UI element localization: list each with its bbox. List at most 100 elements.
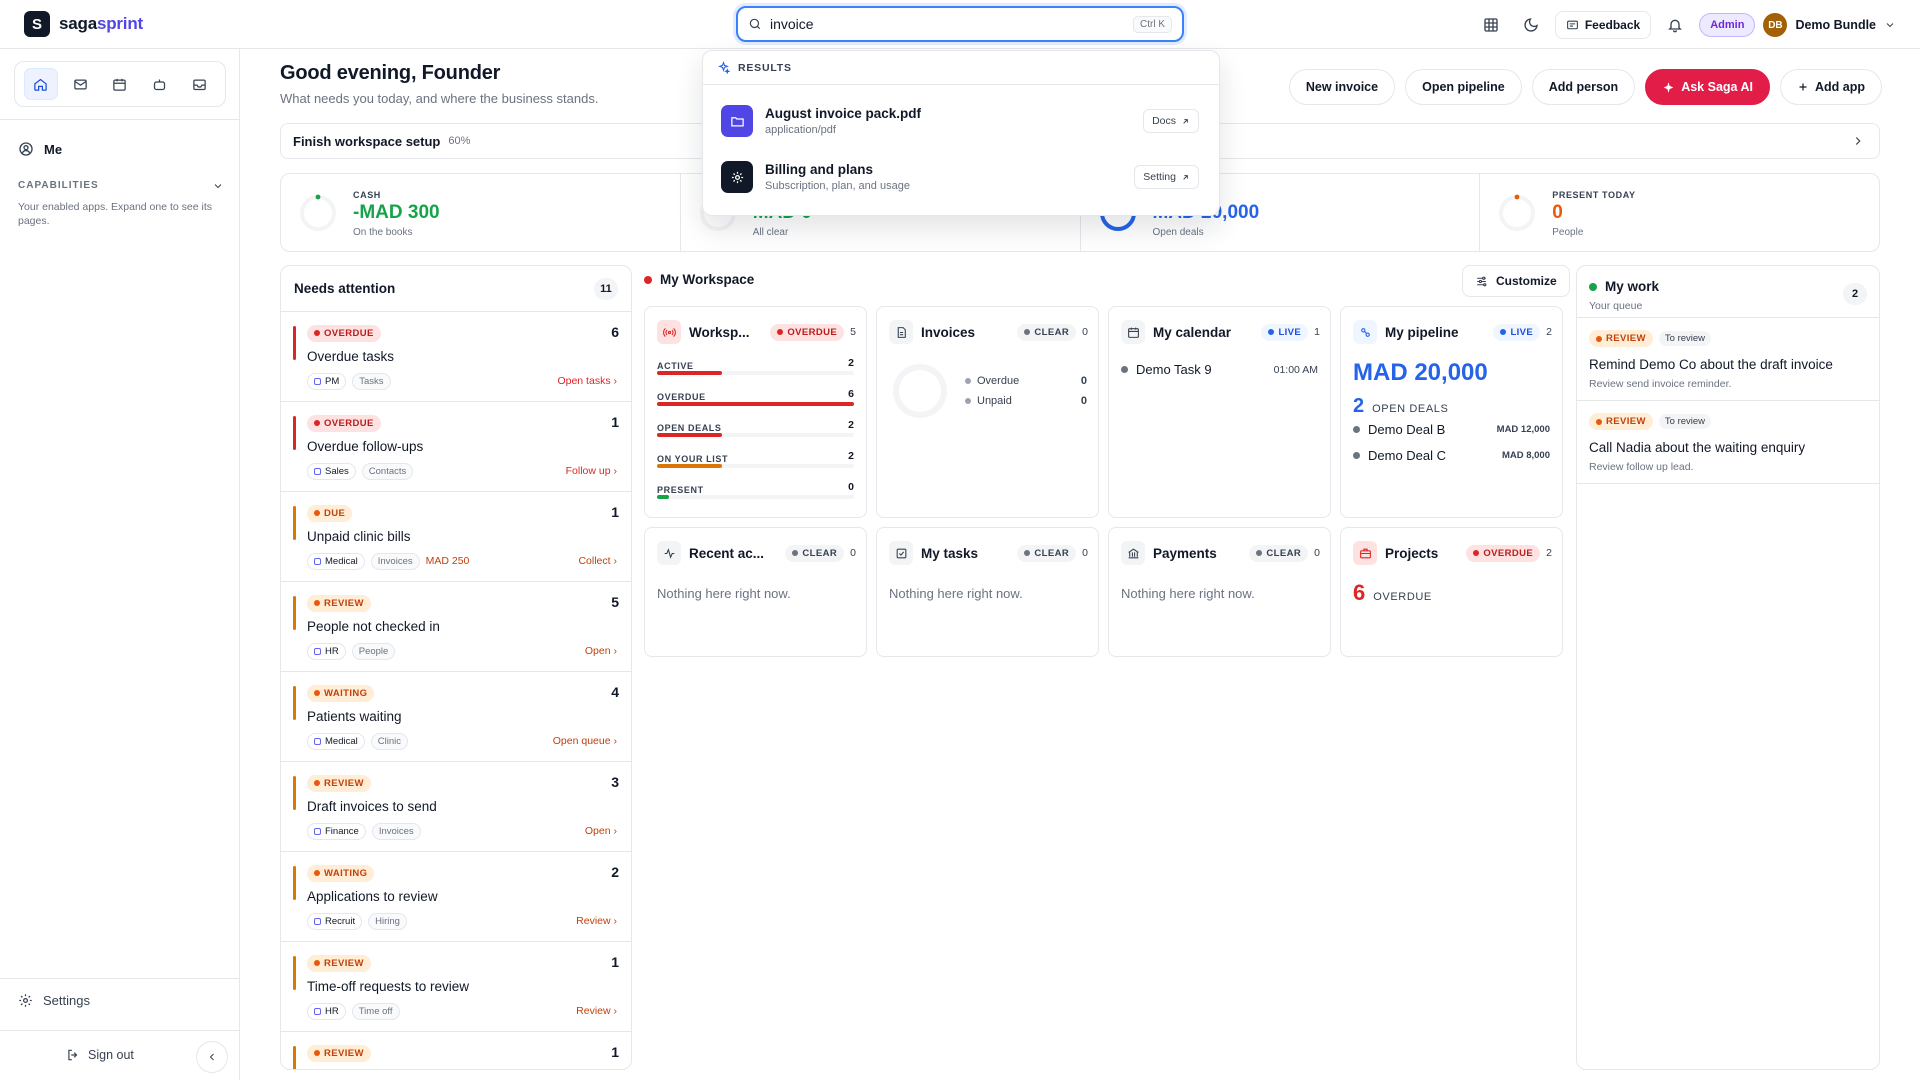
nav-mail[interactable] bbox=[63, 68, 97, 100]
stat-cash[interactable]: CASH -MAD 300 On the books bbox=[281, 174, 681, 251]
search-input[interactable]: invoice bbox=[770, 16, 814, 32]
metric-fill bbox=[657, 433, 722, 437]
item-action-link[interactable]: Follow up › bbox=[565, 465, 617, 477]
attention-item[interactable]: REVIEW 3 Draft invoices to send Finance I… bbox=[281, 762, 631, 852]
metric-label: OPEN DEALS bbox=[657, 423, 722, 433]
new-invoice-button[interactable]: New invoice bbox=[1288, 69, 1396, 105]
sidebar-item-settings[interactable]: Settings bbox=[18, 993, 90, 1008]
sparkle-icon bbox=[718, 61, 730, 74]
search-result-item[interactable]: Billing and plans Subscription, plan, and… bbox=[721, 157, 1199, 197]
item-action-link[interactable]: Review › bbox=[576, 915, 617, 927]
theme-toggle-button[interactable] bbox=[1515, 9, 1547, 41]
app-tag[interactable]: Medical bbox=[307, 732, 365, 750]
card-title: Worksp... bbox=[689, 324, 750, 340]
attention-item[interactable]: WAITING 2 Applications to review Recruit … bbox=[281, 852, 631, 942]
calendar-event[interactable]: Demo Task 9 01:00 AM bbox=[1121, 362, 1318, 377]
item-description: Review follow up lead. bbox=[1589, 461, 1694, 473]
nav-calendar[interactable] bbox=[103, 68, 137, 100]
workspace-card[interactable]: Worksp... OVERDUE 5 ACTIVE 2 OVERDUE 6 OP… bbox=[644, 306, 867, 518]
attention-item[interactable]: WAITING 4 Patients waiting Medical Clinic… bbox=[281, 672, 631, 762]
global-search[interactable]: invoice Ctrl K bbox=[736, 6, 1184, 42]
metric-fill bbox=[657, 371, 722, 375]
metric-value: 2 bbox=[848, 419, 854, 431]
customize-button[interactable]: Customize bbox=[1462, 265, 1570, 297]
user-menu[interactable]: DB Demo Bundle bbox=[1763, 13, 1896, 37]
quick-actions: New invoice Open pipeline Add person Ask… bbox=[1288, 69, 1882, 105]
result-chip[interactable]: Setting bbox=[1134, 165, 1199, 189]
feedback-button[interactable]: Feedback bbox=[1554, 11, 1652, 39]
item-title: Overdue follow-ups bbox=[307, 438, 424, 454]
app-tag[interactable]: PM bbox=[307, 372, 347, 390]
item-title: Remind Demo Co about the draft invoice bbox=[1589, 357, 1833, 372]
app-tag[interactable]: Sales bbox=[307, 462, 356, 480]
attention-item[interactable]: DUE 1 Unpaid clinic bills Medical Invoice… bbox=[281, 492, 631, 582]
projects-card[interactable]: Projects OVERDUE 2 6 OVERDUE bbox=[1340, 527, 1563, 657]
calendar-card[interactable]: My calendar LIVE 1 Demo Task 9 01:00 AM bbox=[1108, 306, 1331, 518]
add-person-button[interactable]: Add person bbox=[1531, 69, 1636, 105]
metric-track bbox=[657, 402, 854, 406]
pipeline-card[interactable]: My pipeline LIVE 2 MAD 20,000 2 OPEN DEAL… bbox=[1340, 306, 1563, 518]
nav-bot[interactable] bbox=[143, 68, 177, 100]
section-tag[interactable]: People bbox=[351, 642, 396, 660]
sign-out-button[interactable]: Sign out bbox=[66, 1048, 134, 1062]
my-tasks-card[interactable]: My tasks CLEAR 0 Nothing here right now. bbox=[876, 527, 1099, 657]
item-action-link[interactable]: Collect › bbox=[578, 555, 617, 567]
item-action-link[interactable]: Review › bbox=[576, 1005, 617, 1017]
section-tag[interactable]: Contacts bbox=[361, 462, 414, 480]
attention-item[interactable]: OVERDUE 6 Overdue tasks PM Tasks Open tas… bbox=[281, 312, 631, 402]
invoices-card[interactable]: Invoices CLEAR 0 Overdue 0 Unpaid 0 bbox=[876, 306, 1099, 518]
attention-item[interactable]: REVIEW 1 Time-off requests to review HR T… bbox=[281, 942, 631, 1032]
setup-label: Finish workspace setup bbox=[293, 133, 441, 149]
panel-title: My work bbox=[1605, 279, 1660, 294]
item-action-link[interactable]: Open › bbox=[584, 645, 617, 657]
app-tag[interactable]: HR bbox=[307, 642, 346, 660]
section-tag[interactable]: Tasks bbox=[352, 372, 391, 390]
attention-item[interactable]: REVIEW 5 People not checked in HR People … bbox=[281, 582, 631, 672]
result-chip[interactable]: Docs bbox=[1143, 109, 1199, 133]
app-tag[interactable]: Finance bbox=[307, 822, 366, 840]
status-badge: REVIEW bbox=[307, 1044, 371, 1062]
app-tag[interactable]: HR bbox=[307, 1002, 346, 1020]
collapse-sidebar-button[interactable] bbox=[196, 1041, 228, 1073]
apps-grid-button[interactable] bbox=[1475, 9, 1507, 41]
sidebar-item-me[interactable]: Me bbox=[18, 141, 62, 157]
nav-home[interactable] bbox=[23, 68, 58, 100]
list-item[interactable]: Demo Deal B MAD 12,000 bbox=[1353, 419, 1550, 439]
stat-present-today[interactable]: PRESENT TODAY 0 People bbox=[1480, 174, 1879, 251]
item-action-link[interactable]: Open › bbox=[584, 825, 617, 837]
chevron-down-icon[interactable] bbox=[212, 180, 224, 192]
app-tag[interactable]: Medical bbox=[307, 552, 365, 570]
card-count: 2 bbox=[1546, 547, 1552, 559]
notifications-button[interactable] bbox=[1659, 9, 1691, 41]
attention-item[interactable]: OVERDUE 1 Overdue follow-ups Sales Contac… bbox=[281, 402, 631, 492]
section-tag[interactable]: Hiring bbox=[368, 912, 407, 930]
recent-activity-card[interactable]: Recent ac... CLEAR 0 Nothing here right n… bbox=[644, 527, 867, 657]
add-app-button[interactable]: Add app bbox=[1780, 69, 1882, 105]
open-pipeline-button[interactable]: Open pipeline bbox=[1405, 69, 1522, 105]
list-item[interactable]: REVIEW To review Call Nadia about the wai… bbox=[1577, 401, 1879, 484]
item-action-link[interactable]: Open tasks › bbox=[557, 375, 617, 387]
attention-item[interactable]: REVIEW 1 bbox=[281, 1032, 631, 1069]
item-count: 3 bbox=[611, 774, 619, 790]
list-item[interactable]: Demo Deal C MAD 8,000 bbox=[1353, 445, 1550, 465]
list-item[interactable]: REVIEW To review Remind Demo Co about the… bbox=[1577, 318, 1879, 401]
nav-inbox[interactable] bbox=[182, 68, 216, 100]
section-tag[interactable]: Clinic bbox=[370, 732, 408, 750]
greeting: Good evening, Founder What needs you tod… bbox=[280, 62, 598, 106]
metric-track bbox=[657, 495, 854, 499]
status-badge: CLEAR bbox=[785, 544, 845, 562]
ask-saga-ai-button[interactable]: Ask Saga AI bbox=[1645, 69, 1770, 105]
payments-card[interactable]: Payments CLEAR 0 Nothing here right now. bbox=[1108, 527, 1331, 657]
section-tag[interactable]: Invoices bbox=[371, 822, 421, 840]
brand-logo[interactable]: S sagasprint bbox=[24, 11, 143, 37]
app-tag[interactable]: Recruit bbox=[307, 912, 363, 930]
search-result-item[interactable]: August invoice pack.pdf application/pdf D… bbox=[721, 101, 1199, 141]
calendar-icon bbox=[113, 78, 127, 91]
metric-track bbox=[657, 433, 854, 437]
item-action-link[interactable]: Open queue › bbox=[552, 735, 617, 747]
sliders-icon bbox=[1477, 276, 1487, 286]
admin-badge[interactable]: Admin bbox=[1699, 13, 1756, 37]
section-tag[interactable]: Time off bbox=[351, 1002, 400, 1020]
status-badge: DUE bbox=[307, 504, 353, 522]
section-tag[interactable]: Invoices bbox=[370, 552, 420, 570]
